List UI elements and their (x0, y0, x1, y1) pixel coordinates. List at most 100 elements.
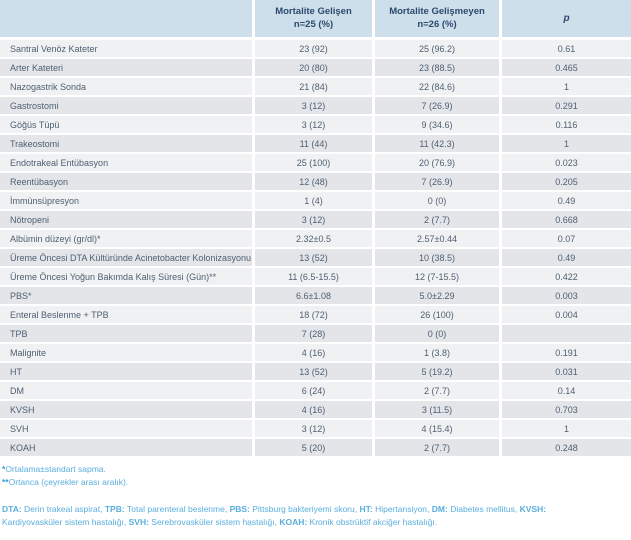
abbreviation-term: SVH: (128, 516, 152, 527)
row-label: Enteral Beslenme + TPB (0, 306, 255, 325)
table-row: HT 13 (52) 5 (19.2) 0.031 (0, 363, 631, 382)
row-p-value: 0.023 (502, 154, 631, 173)
row-p-value: 0.031 (502, 363, 631, 382)
abbreviation-definition: Pittsburg bakteriyemi skoru, (252, 503, 360, 514)
row-p-value (502, 325, 631, 344)
row-value-mortality-developed: 3 (12) (255, 97, 375, 116)
abbreviation-definition: Diabetes mellitus, (450, 503, 520, 514)
row-value-mortality-developed: 3 (12) (255, 420, 375, 439)
row-value-mortality-not-developed: 20 (76.9) (375, 154, 502, 173)
header-group2-title: Mortalite Gelişmeyen (389, 5, 485, 17)
table-row: KOAH 5 (20) 2 (7.7) 0.248 (0, 439, 631, 458)
row-p-value: 1 (502, 420, 631, 439)
table-body: Santral Venöz Kateter 23 (92) 25 (96.2) 0.6… (0, 40, 631, 458)
row-label: Reentübasyon (0, 173, 255, 192)
row-p-value: 0.422 (502, 268, 631, 287)
table-row: Santral Venöz Kateter 23 (92) 25 (96.2) 0.6… (0, 40, 631, 59)
header-p-value: p (502, 0, 631, 40)
row-value-mortality-developed: 5 (20) (255, 439, 375, 458)
table-row: Göğüs Tüpü 3 (12) 9 (34.6) 0.116 (0, 116, 631, 135)
row-value-mortality-developed: 1 (4) (255, 192, 375, 211)
row-label: HT (0, 363, 255, 382)
abbreviation-definition: Kronik obstrüktif akciğer hastalığı. (309, 516, 438, 527)
table-row: Endotrakeal Entübasyon 25 (100) 20 (76.9) 0… (0, 154, 631, 173)
row-p-value: 0.465 (502, 59, 631, 78)
table-row: Nötropeni 3 (12) 2 (7.7) 0.668 (0, 211, 631, 230)
row-p-value: 1 (502, 78, 631, 97)
row-value-mortality-developed: 13 (52) (255, 249, 375, 268)
row-value-mortality-developed: 6.6±1.08 (255, 287, 375, 306)
footnote-text-2: Ortanca (çeyrekler arası aralık). (8, 476, 129, 487)
row-p-value: 0.61 (502, 40, 631, 59)
table-row: Albümin düzeyi (gr/dl)* 2.32±0.5 2.57±0.44… (0, 230, 631, 249)
abbreviation-term: KOAH: (279, 516, 310, 527)
row-value-mortality-not-developed: 9 (34.6) (375, 116, 502, 135)
row-value-mortality-developed: 4 (16) (255, 344, 375, 363)
footnote-marker-2: ** (2, 476, 9, 487)
abbreviation-term: HT: (359, 503, 376, 514)
row-value-mortality-not-developed: 12 (7-15.5) (375, 268, 502, 287)
row-label: Üreme Öncesi Yoğun Bakımda Kalış Süresi … (0, 268, 255, 287)
row-label: Arter Kateteri (0, 59, 255, 78)
row-label: İmmünsüpresyon (0, 192, 255, 211)
row-label: DM (0, 382, 255, 401)
abbreviation-term: DM: (431, 503, 451, 514)
row-label: Santral Venöz Kateter (0, 40, 255, 59)
table-row: KVSH 4 (16) 3 (11.5) 0.703 (0, 401, 631, 420)
row-p-value: 0.003 (502, 287, 631, 306)
row-label: PBS* (0, 287, 255, 306)
table-header: Mortalite Gelişen n=25 (%) Mortalite Gel… (0, 0, 631, 40)
row-value-mortality-not-developed: 0 (0) (375, 192, 502, 211)
table-row: DM 6 (24) 2 (7.7) 0.14 (0, 382, 631, 401)
row-label: Nötropeni (0, 211, 255, 230)
row-label: Malignite (0, 344, 255, 363)
table-row: Nazogastrik Sonda 21 (84) 22 (84.6) 1 (0, 78, 631, 97)
header-empty-cell (0, 0, 255, 40)
row-value-mortality-not-developed: 11 (42.3) (375, 135, 502, 154)
row-value-mortality-not-developed: 7 (26.9) (375, 173, 502, 192)
row-p-value: 0.191 (502, 344, 631, 363)
abbreviation-term: PBS: (229, 503, 253, 514)
table-row: SVH 3 (12) 4 (15.4) 1 (0, 420, 631, 439)
row-p-value: 0.49 (502, 192, 631, 211)
row-value-mortality-not-developed: 5.0±2.29 (375, 287, 502, 306)
row-label: KVSH (0, 401, 255, 420)
row-value-mortality-developed: 21 (84) (255, 78, 375, 97)
row-p-value: 1 (502, 135, 631, 154)
row-value-mortality-not-developed: 26 (100) (375, 306, 502, 325)
abbreviation-definition: Kardiyovasküler sistem hastalığı, (2, 516, 129, 527)
row-value-mortality-developed: 3 (12) (255, 116, 375, 135)
row-value-mortality-not-developed: 7 (26.9) (375, 97, 502, 116)
row-value-mortality-not-developed: 25 (96.2) (375, 40, 502, 59)
abbreviation-definition: Total parenteral beslenme, (127, 503, 230, 514)
row-value-mortality-not-developed: 23 (88.5) (375, 59, 502, 78)
row-label: KOAH (0, 439, 255, 458)
row-p-value: 0.703 (502, 401, 631, 420)
row-label: Trakeostomi (0, 135, 255, 154)
footnotes-block: *Ortalama±standart sapma. **Ortanca (çey… (2, 463, 631, 489)
table-row: Gastrostomi 3 (12) 7 (26.9) 0.291 (0, 97, 631, 116)
row-value-mortality-not-developed: 5 (19.2) (375, 363, 502, 382)
table-row: Trakeostomi 11 (44) 11 (42.3) 1 (0, 135, 631, 154)
row-value-mortality-not-developed: 0 (0) (375, 325, 502, 344)
header-mortality-developed: Mortalite Gelişen n=25 (%) (255, 0, 375, 40)
header-group1-sub: n=25 (%) (293, 18, 334, 30)
row-label: Gastrostomi (0, 97, 255, 116)
header-group1-title: Mortalite Gelişen (275, 5, 352, 17)
table-row: İmmünsüpresyon 1 (4) 0 (0) 0.49 (0, 192, 631, 211)
header-group2-sub: n=26 (%) (417, 18, 457, 30)
row-p-value: 0.116 (502, 116, 631, 135)
row-p-value: 0.205 (502, 173, 631, 192)
row-value-mortality-developed: 11 (44) (255, 135, 375, 154)
row-p-value: 0.291 (502, 97, 631, 116)
row-p-value: 0.668 (502, 211, 631, 230)
header-mortality-not-developed: Mortalite Gelişmeyen n=26 (%) (375, 0, 502, 40)
abbreviations-paragraph: DTA: Derin trakeal aspirat, TPB: Total p… (2, 503, 602, 529)
table-row: Reentübasyon 12 (48) 7 (26.9) 0.205 (0, 173, 631, 192)
row-value-mortality-developed: 13 (52) (255, 363, 375, 382)
row-value-mortality-not-developed: 22 (84.6) (375, 78, 502, 97)
table-row: Enteral Beslenme + TPB 18 (72) 26 (100) 0.0… (0, 306, 631, 325)
row-label: Göğüs Tüpü (0, 116, 255, 135)
abbreviation-definition: Hipertansiyon, (375, 503, 432, 514)
row-label: Albümin düzeyi (gr/dl)* (0, 230, 255, 249)
